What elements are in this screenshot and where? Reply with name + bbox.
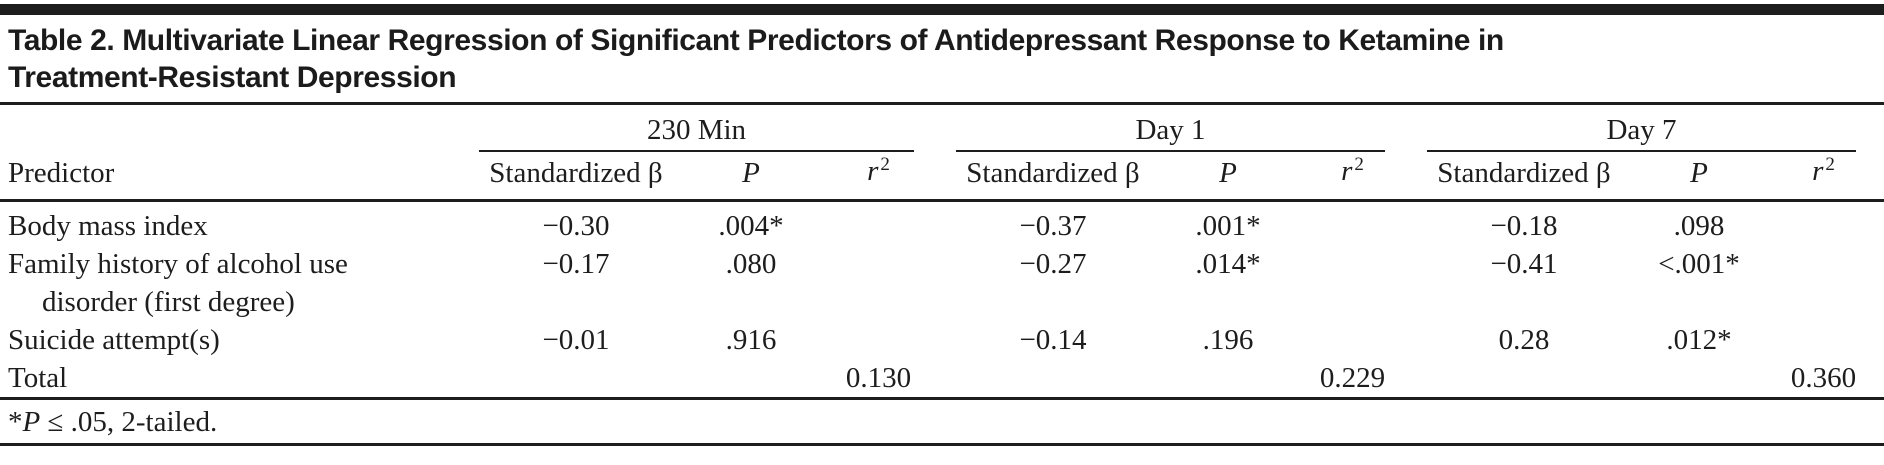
table-row-family-history: Family history of alcohol use disorder (f…	[0, 245, 1884, 321]
column-header-p-day7: P	[1635, 152, 1763, 202]
value-cell: −0.17	[542, 248, 610, 280]
value-cell	[1763, 245, 1884, 321]
table-title-line-2: Treatment-Resistant Depression	[8, 61, 457, 94]
column-header-p-day1: P	[1164, 152, 1292, 202]
value-cell: −0.27	[1019, 248, 1087, 280]
table-row-suicide-attempts: Suicide attempt(s) −0.01 .916 −0.14 .196…	[0, 321, 1884, 359]
value-cell: −0.14	[1019, 324, 1087, 356]
value-cell: −0.30	[542, 210, 610, 242]
group-header-day7: Day 7	[1413, 105, 1884, 152]
value-cell	[1635, 359, 1763, 397]
group-header-row: 230 Min Day 1 Day 7	[0, 105, 1884, 152]
row-label: Total	[8, 362, 68, 394]
table-page: Table 2. Multivariate Linear Regression …	[0, 4, 1884, 465]
row-label: Suicide attempt(s)	[8, 324, 220, 356]
group-label-day7: Day 7	[1606, 114, 1677, 146]
column-header-beta-day7: Standardized β	[1413, 152, 1635, 202]
value-cell: −0.37	[1019, 210, 1087, 242]
footnote-p-symbol: P	[22, 406, 41, 438]
value-cell: −0.01	[542, 324, 610, 356]
column-header-p-230min: P	[687, 152, 815, 202]
value-cell	[1763, 201, 1884, 246]
value-cell: .080	[725, 248, 777, 280]
value-cell	[1292, 201, 1413, 246]
value-cell	[1413, 359, 1635, 397]
value-cell: 0.229	[1319, 362, 1386, 394]
value-cell	[815, 321, 942, 359]
value-cell: .916	[725, 324, 777, 356]
value-cell	[1292, 321, 1413, 359]
group-header-day1: Day 1	[942, 105, 1413, 152]
value-cell	[1164, 359, 1292, 397]
column-header-beta-230min: Standardized β	[465, 152, 687, 202]
row-label: Family history of alcohol use disorder (f…	[8, 248, 348, 318]
table-title: Table 2. Multivariate Linear Regression …	[0, 15, 1884, 102]
value-cell: .014*	[1195, 248, 1261, 280]
regression-table: 230 Min Day 1 Day 7 Predictor Standardiz…	[0, 105, 1884, 397]
value-cell: <.001*	[1658, 248, 1740, 280]
footnote-asterisk: *	[8, 406, 23, 438]
value-cell: .196	[1202, 324, 1254, 356]
table-row-total: Total 0.130 0.229 0.360	[0, 359, 1884, 397]
column-header-beta-day1: Standardized β	[942, 152, 1164, 202]
title-divider-rule	[0, 102, 1884, 105]
top-accent-bar	[0, 4, 1884, 15]
table-footnote: *P ≤ .05, 2-tailed.	[0, 400, 1884, 443]
column-header-predictor: Predictor	[0, 152, 465, 202]
value-cell	[1763, 321, 1884, 359]
value-cell	[465, 359, 687, 397]
bottom-border-rule	[0, 443, 1884, 446]
value-cell: .004*	[718, 210, 784, 242]
group-header-spacer	[0, 105, 465, 152]
table-title-line-1: Table 2. Multivariate Linear Regression …	[8, 24, 1504, 57]
group-label-230min: 230 Min	[646, 114, 747, 146]
footnote-text: ≤ .05, 2-tailed.	[40, 406, 218, 438]
footnote-divider-rule	[0, 397, 1884, 400]
value-cell: .012*	[1666, 324, 1732, 356]
value-cell	[815, 201, 942, 246]
group-label-day1: Day 1	[1135, 114, 1206, 146]
value-cell: 0.28	[1498, 324, 1550, 356]
value-cell: 0.130	[845, 362, 912, 394]
value-cell: −0.18	[1490, 210, 1558, 242]
value-cell	[815, 245, 942, 321]
value-cell: .001*	[1195, 210, 1261, 242]
value-cell: −0.41	[1490, 248, 1558, 280]
value-cell: 0.360	[1790, 362, 1857, 394]
value-cell	[1292, 245, 1413, 321]
table-row-body-mass-index: Body mass index −0.30 .004* −0.37 .001* …	[0, 201, 1884, 246]
value-cell	[942, 359, 1164, 397]
value-cell	[687, 359, 815, 397]
value-cell: .098	[1673, 210, 1725, 242]
group-header-230min: 230 Min	[465, 105, 942, 152]
row-label: Body mass index	[8, 210, 208, 242]
